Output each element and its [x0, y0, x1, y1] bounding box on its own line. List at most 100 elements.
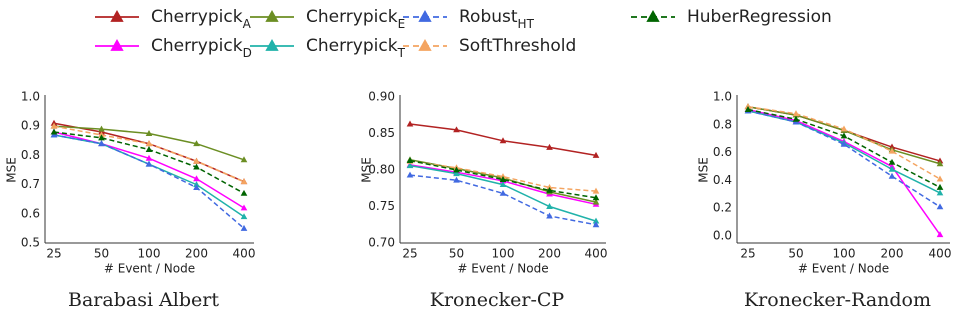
y-tick-label: 0.70: [368, 236, 395, 250]
point-marker: [936, 231, 944, 238]
point-marker: [499, 175, 507, 182]
point-marker: [936, 203, 944, 210]
y-tick-label: 0.75: [368, 199, 395, 213]
point-marker: [888, 172, 896, 179]
point-marker: [406, 171, 414, 178]
series-line: [409, 174, 597, 226]
y-tick-label: 0.0: [713, 229, 732, 243]
point-marker: [453, 126, 460, 133]
x-tick-label: 50: [449, 247, 464, 261]
point-marker: [888, 165, 896, 172]
y-tick-label: 1.0: [713, 90, 732, 104]
legend-name: Cherrypick: [151, 36, 243, 56]
point-marker: [936, 183, 944, 190]
x-tick-label: 100: [833, 247, 856, 261]
point-marker: [240, 178, 248, 185]
y-tick-label: 0.2: [713, 201, 732, 215]
y-tick-label: 0.80: [368, 163, 395, 177]
legend-subscript: D: [243, 46, 252, 60]
point-marker: [406, 162, 414, 169]
point-marker: [792, 115, 800, 122]
point-marker: [240, 224, 248, 231]
point-marker: [240, 204, 248, 211]
chart-title: Kronecker-CP: [430, 289, 565, 311]
point-marker: [406, 157, 414, 163]
point-marker: [792, 110, 800, 117]
point-marker: [936, 160, 944, 167]
legend-marker: [110, 10, 124, 22]
y-tick-label: 0.4: [713, 173, 732, 187]
point-marker: [592, 187, 600, 194]
legend-name: Cherrypick: [306, 7, 398, 27]
y-tick-label: 0.8: [713, 117, 732, 131]
legend-name: HuberRegression: [687, 7, 832, 27]
x-tick-label: 200: [881, 247, 904, 261]
legend-entry: CherrypickE: [250, 7, 405, 31]
legend-entry: CherrypickA: [95, 7, 252, 31]
y-axis-label: MSE: [697, 157, 711, 183]
point-marker: [546, 203, 553, 209]
x-axis-label: # Event / Node: [104, 262, 195, 276]
x-axis-label: # Event / Node: [798, 262, 889, 276]
x-tick-label: 25: [402, 247, 417, 261]
series-line: [747, 110, 941, 208]
point-marker: [840, 140, 848, 147]
legend-label: SoftThreshold: [459, 36, 576, 56]
y-tick-label: 0.5: [21, 236, 40, 250]
point-marker: [840, 125, 848, 132]
point-marker: [193, 157, 200, 164]
x-tick-label: 100: [492, 247, 515, 261]
point-marker: [145, 160, 153, 167]
y-tick-label: 0.6: [21, 206, 40, 220]
point-marker: [453, 170, 460, 177]
point-marker: [888, 147, 896, 154]
legend-subscript: HT: [518, 17, 535, 31]
point-marker: [50, 122, 58, 129]
legend-name: SoftThreshold: [459, 36, 576, 56]
point-marker: [592, 217, 600, 224]
x-tick-label: 25: [740, 247, 755, 261]
legend-label: CherrypickE: [306, 7, 405, 31]
point-marker: [840, 132, 848, 139]
x-tick-label: 200: [538, 247, 561, 261]
chart-title: Barabasi Albert: [68, 289, 219, 311]
y-tick-label: 0.90: [368, 90, 395, 104]
point-marker: [193, 184, 200, 190]
point-marker: [499, 137, 507, 144]
point-marker: [240, 213, 248, 220]
legend-marker: [265, 10, 279, 22]
x-tick-label: 400: [929, 247, 952, 261]
legend-name: Robust: [459, 7, 518, 27]
x-tick-label: 100: [138, 247, 161, 261]
legend-marker: [110, 39, 124, 51]
point-marker: [193, 163, 200, 170]
legend-marker: [418, 39, 432, 51]
legend-entry: CherrypickT: [250, 36, 406, 60]
point-marker: [592, 151, 600, 158]
point-marker: [546, 186, 553, 193]
legend-subscript: E: [398, 17, 406, 31]
point-marker: [98, 125, 105, 132]
y-axis-label: MSE: [360, 157, 374, 183]
x-tick-label: 50: [94, 247, 109, 261]
legend-label: HuberRegression: [687, 7, 832, 27]
point-marker: [546, 212, 553, 219]
point-marker: [193, 140, 200, 147]
legend-name: Cherrypick: [151, 7, 243, 27]
chart-title: Kronecker-Random: [744, 289, 931, 311]
y-tick-label: 0.7: [21, 177, 40, 191]
x-tick-label: 200: [185, 247, 208, 261]
point-marker: [936, 189, 944, 196]
point-marker: [406, 120, 414, 127]
point-marker: [240, 156, 248, 163]
legend-subscript: A: [243, 17, 252, 31]
x-tick-label: 25: [46, 247, 61, 261]
y-tick-label: 0.6: [713, 145, 732, 159]
point-marker: [193, 175, 200, 182]
point-marker: [546, 143, 553, 150]
point-marker: [453, 166, 460, 173]
point-marker: [145, 154, 153, 161]
point-marker: [936, 175, 944, 182]
